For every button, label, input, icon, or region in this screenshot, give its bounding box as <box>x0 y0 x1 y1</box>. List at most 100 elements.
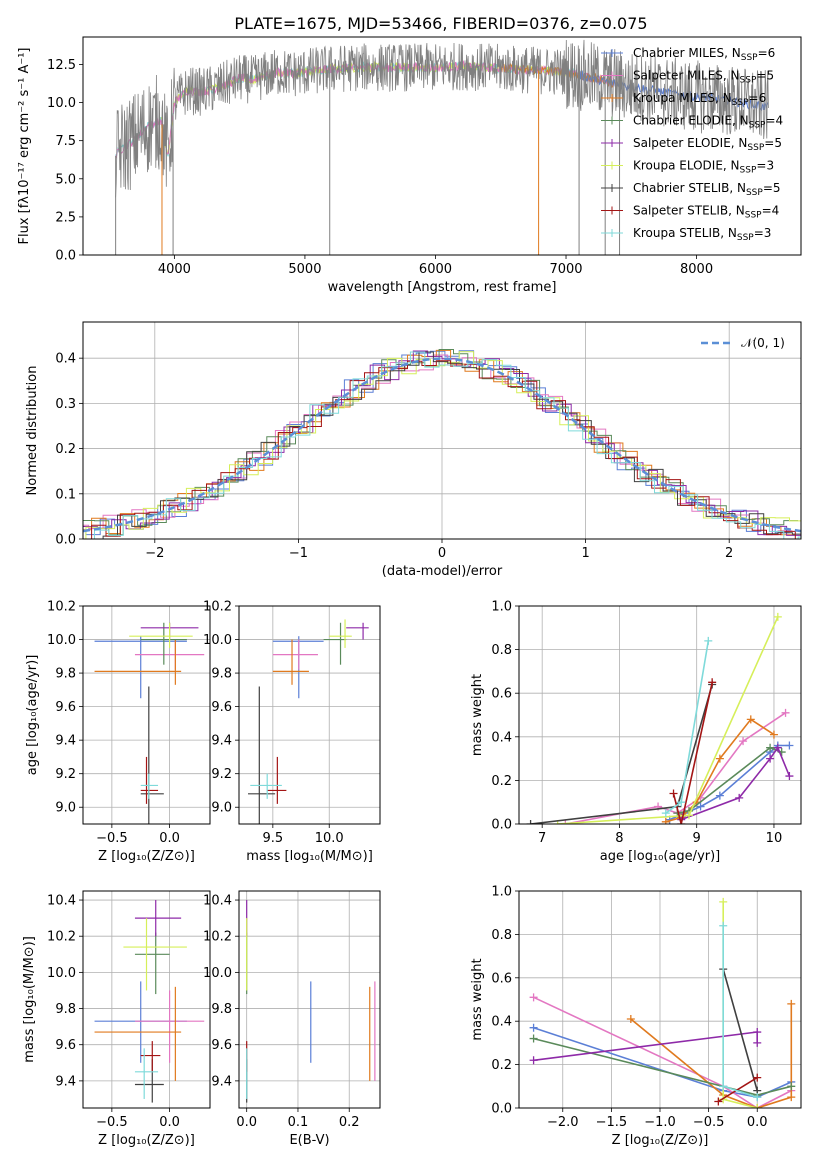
y-tick-label: 0.0 <box>491 818 512 833</box>
series-salpeter-miles <box>561 708 790 824</box>
x-tick-label: 0.0 <box>159 831 180 846</box>
x-tick-label: −0.5 <box>96 1115 128 1130</box>
y-tick-label: 9.0 <box>211 801 232 816</box>
point-kroupa-stelib <box>250 773 282 799</box>
point-salpeter-elodie <box>346 622 369 640</box>
x-tick-label: −1.0 <box>644 1115 676 1130</box>
y-tick-label: 10.0 <box>203 633 232 648</box>
x-axis-label: mass [log₁₀(M/M⊙)] <box>246 849 373 864</box>
y-tick-label: 0.4 <box>491 1015 512 1030</box>
y-tick-label: 10.2 <box>47 930 76 945</box>
x-axis-label: age [log₁₀(age/yr)] <box>600 849 721 864</box>
histogram-chabrier-miles <box>83 350 790 536</box>
x-tick-label: 2 <box>725 546 733 561</box>
data-point <box>787 999 796 1008</box>
y-tick-label: 0.2 <box>491 1058 512 1073</box>
data-point <box>735 793 744 802</box>
figure-title: PLATE=1675, MJD=53466, FIBERID=0376, z=0… <box>234 14 647 33</box>
plot-area <box>94 900 205 1103</box>
series-line <box>557 616 779 824</box>
series-kroupa-miles <box>661 715 778 824</box>
data-point <box>561 820 570 824</box>
data-point <box>661 809 670 818</box>
data-point <box>769 730 778 739</box>
data-point <box>753 1093 762 1102</box>
data-spectrum <box>115 39 769 198</box>
series-salpeter-stelib <box>669 678 717 824</box>
point-kroupa-miles <box>94 639 182 685</box>
series-line <box>665 718 775 823</box>
y-tick-label: 9.8 <box>211 667 232 682</box>
panel-spectrum: 4000 5000 6000 7000 8000 0.0 2.5 5.0 7.5 10.0 12.5… <box>17 36 802 295</box>
point-salpeter-miles <box>134 990 205 1063</box>
histogram-salpeter-elodie <box>83 350 801 539</box>
point-kroupa-elodie <box>123 918 187 991</box>
x-tick-label: 10.0 <box>315 831 344 846</box>
data-point <box>529 1034 538 1043</box>
data-point <box>785 741 794 750</box>
plot-area <box>526 612 794 824</box>
axes-frame <box>82 321 802 540</box>
x-axis-label: (data-model)/error <box>382 564 503 579</box>
y-tick-label: 9.4 <box>55 1074 76 1089</box>
plot-area <box>83 349 801 539</box>
data-point <box>626 1015 635 1024</box>
x-tick-label: 7 <box>538 831 546 846</box>
data-point <box>684 811 693 820</box>
x-axis-label: Z [log₁₀(Z/Z⊙)] <box>98 1133 195 1148</box>
y-tick-label: 9.8 <box>55 1002 76 1017</box>
y-tick-label: 0.6 <box>491 971 512 986</box>
legend-entry: Chabrier STELIB, NSSP=5 <box>633 181 781 198</box>
axes-frame <box>238 605 381 825</box>
y-tick-label: 0.0 <box>55 249 76 264</box>
series-salpeter-stelib <box>714 1073 762 1106</box>
x-tick-label: 0.0 <box>159 1115 180 1130</box>
legend-entry: Chabrier MILES, NSSP=6 <box>633 46 775 63</box>
data-point <box>787 1093 796 1102</box>
data-point <box>719 921 728 930</box>
x-tick-label: 0.1 <box>288 1115 309 1130</box>
series-line <box>722 901 758 1108</box>
y-tick-label: 1.0 <box>491 600 512 615</box>
panel-age-vs-Z: −0.5 0.0 9.0 9.2 9.4 9.6 9.8 10.0 10.2 Z [log₁₀(Z… <box>25 600 211 864</box>
plot-area <box>115 39 769 255</box>
y-tick-label: 2.5 <box>55 210 76 225</box>
y-tick-label: 9.8 <box>55 667 76 682</box>
y-axis-label: Flux [fλ10⁻¹⁷ erg cm⁻² s⁻¹ A⁻¹] <box>17 48 32 245</box>
plot-area <box>529 897 796 1108</box>
y-tick-label: 10.2 <box>203 930 232 945</box>
x-axis-label: E(B-V) <box>289 1133 329 1148</box>
point-salpeter-miles <box>272 639 318 670</box>
series-chabrier-miles <box>529 1023 796 1102</box>
point-kroupa-elodie <box>129 622 193 648</box>
axes-frame <box>518 605 802 825</box>
legend-entry: Chabrier ELODIE, NSSP=4 <box>633 114 783 131</box>
data-point <box>773 743 782 752</box>
y-tick-label: 0.4 <box>491 730 512 745</box>
series-salpeter-elodie <box>677 743 794 824</box>
series-chabrier-stelib <box>719 965 762 1095</box>
data-point <box>753 1073 762 1082</box>
series-salpeter-elodie <box>529 1028 762 1065</box>
x-tick-label: −2 <box>145 546 164 561</box>
data-point <box>766 743 775 752</box>
x-tick-label: −1.5 <box>596 1115 628 1130</box>
x-axis-label: Z [log₁₀(Z/Z⊙)] <box>98 849 195 864</box>
series-line <box>533 1026 792 1099</box>
model-line <box>115 60 606 159</box>
plot-area <box>248 619 369 824</box>
point-salpeter-stelib <box>267 756 287 804</box>
data-point <box>529 1023 538 1032</box>
axes-frame <box>82 890 211 1109</box>
point-kroupa-elodie <box>329 619 352 648</box>
series-line <box>722 968 758 1091</box>
y-tick-label: 0.6 <box>491 687 512 702</box>
data-point <box>677 798 686 807</box>
y-tick-label: 0.2 <box>55 442 76 457</box>
y-tick-label: 0.0 <box>55 533 76 548</box>
series-kroupa-miles <box>626 999 796 1108</box>
y-tick-label: 9.6 <box>211 700 232 715</box>
y-tick-label: 0.8 <box>491 928 512 943</box>
data-point <box>529 1056 538 1065</box>
panel-weight-vs-Z: −2.0 −1.5 −1.0 −0.5 0.0 0.0 0.2 0.4 0.6 0.8 1.0 Z [… <box>470 885 802 1148</box>
